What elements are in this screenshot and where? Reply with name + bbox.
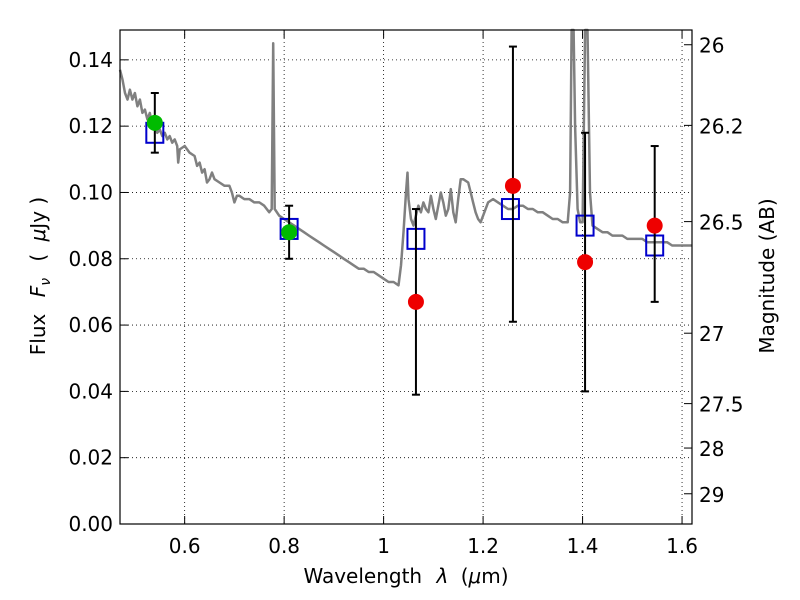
y-tick-label: 0.12 xyxy=(68,114,113,138)
mag-tick-label: 26.2 xyxy=(699,114,744,138)
observed-point xyxy=(646,145,663,303)
y-tick-label: 0.14 xyxy=(68,48,113,72)
x-tick-label: 0.8 xyxy=(268,534,300,558)
mag-tick-label: 26.5 xyxy=(699,211,744,235)
y-axis-title: Flux Fν ( μJy ) xyxy=(26,197,55,355)
x-tick-label: 1.6 xyxy=(666,534,698,558)
observed-point-marker xyxy=(146,114,163,131)
x-tick-label: 1.2 xyxy=(467,534,499,558)
observed-point xyxy=(407,208,424,396)
mag-tick-label: 27 xyxy=(699,322,724,346)
mag-tick-label: 28 xyxy=(699,437,724,461)
x-tick-label: 1.4 xyxy=(567,534,599,558)
mag-tick-label: 29 xyxy=(699,483,724,507)
y2-axis-title: Magnitude (AB) xyxy=(755,198,779,353)
axes: 0.6 0.8 1 1.2 1.4 1.6 0.00 0.02 0.04 0.06 0.08 0.10… xyxy=(68,29,744,558)
data-marks xyxy=(145,45,665,396)
grid-lines xyxy=(120,30,692,524)
observed-point-marker xyxy=(407,293,424,310)
x-tick-label: 1 xyxy=(377,534,390,558)
observed-point-marker xyxy=(281,224,298,241)
observed-point xyxy=(577,131,594,393)
observed-point-marker xyxy=(504,177,521,194)
observed-point xyxy=(504,45,521,323)
x-axis-title: Wavelength λ (μm) xyxy=(303,564,508,588)
model-spectrum-line xyxy=(118,28,692,287)
model-photometry-square xyxy=(500,198,520,221)
y-tick-label: 0.04 xyxy=(68,379,113,403)
observed-point xyxy=(281,204,298,260)
observed-point xyxy=(146,91,163,154)
y-tick-label: 0.06 xyxy=(68,313,113,337)
plot-frame xyxy=(119,29,693,525)
y-tick-label: 0.02 xyxy=(68,446,113,470)
mag-tick-label: 27.5 xyxy=(699,393,744,417)
observed-point-marker xyxy=(577,254,594,271)
x-tick-label: 0.6 xyxy=(169,534,201,558)
mag-tick-label: 26 xyxy=(699,34,724,58)
y-tick-label: 0.00 xyxy=(68,512,113,536)
y-tick-label: 0.10 xyxy=(68,180,113,204)
observed-point-marker xyxy=(646,217,663,234)
y-tick-label: 0.08 xyxy=(68,247,113,271)
